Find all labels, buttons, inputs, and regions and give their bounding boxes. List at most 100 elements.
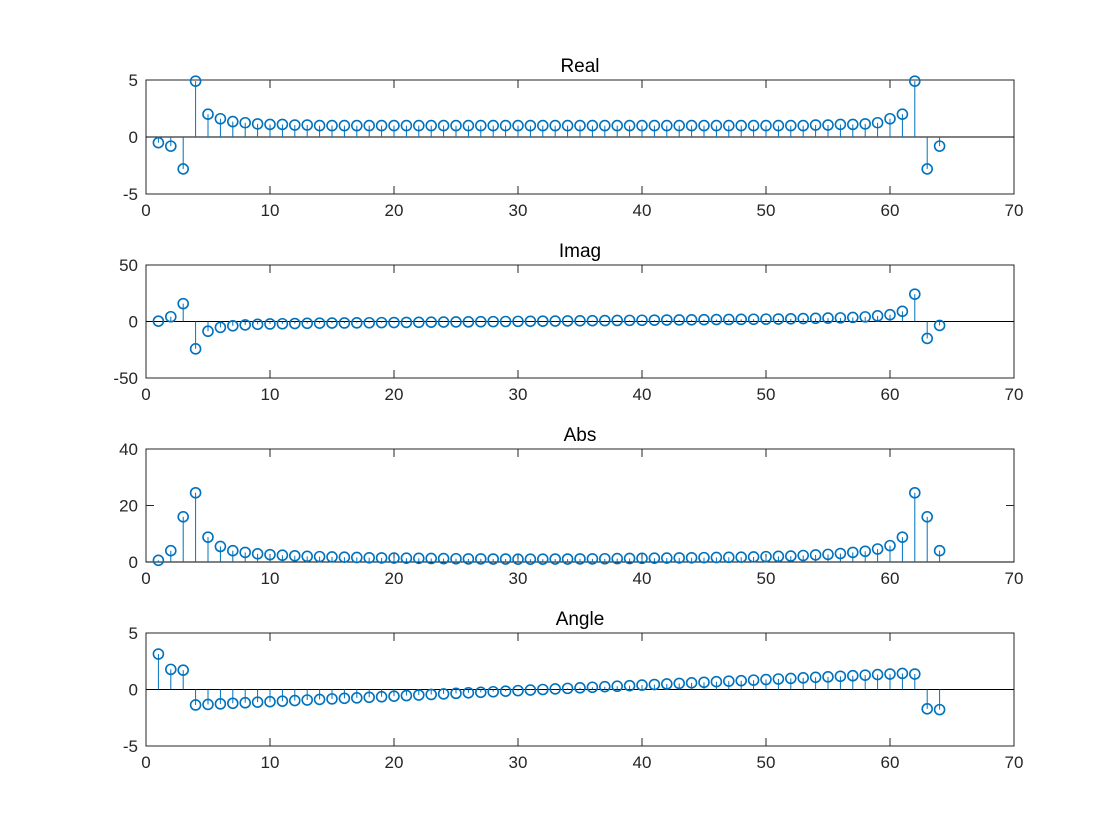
stem-marker xyxy=(251,696,264,708)
stem-marker xyxy=(871,116,884,129)
stem-marker xyxy=(499,315,512,328)
stem-marker xyxy=(388,316,400,329)
stem-marker xyxy=(227,115,239,128)
stem-marker xyxy=(313,317,326,329)
stem-marker xyxy=(722,551,735,564)
stem-marker xyxy=(536,315,549,327)
stem-marker xyxy=(648,119,661,132)
stem-marker xyxy=(896,531,909,543)
stem-marker xyxy=(412,552,425,565)
stem-marker xyxy=(425,316,438,328)
stem-marker xyxy=(363,691,376,704)
stem-marker xyxy=(363,316,376,329)
stem-marker xyxy=(561,119,574,132)
stem-marker xyxy=(784,119,797,132)
stem-marker xyxy=(189,486,202,499)
stem-marker xyxy=(177,664,189,676)
stem-marker xyxy=(574,119,586,132)
x-tick-label: 30 xyxy=(509,385,528,404)
stem-marker xyxy=(189,699,202,711)
stem-marker xyxy=(165,310,177,323)
stem-marker xyxy=(809,119,822,131)
stem-marker xyxy=(202,325,214,338)
stem-marker xyxy=(586,314,599,327)
stem-marker xyxy=(809,671,822,684)
stem-marker xyxy=(710,119,723,132)
stem-marker xyxy=(288,694,301,707)
stem-marker xyxy=(884,539,896,552)
subplot-title: Angle xyxy=(556,609,605,630)
stem-marker xyxy=(760,550,772,563)
stem-marker xyxy=(846,669,859,682)
stem-marker xyxy=(834,118,847,131)
stem-marker xyxy=(425,688,438,701)
stem-marker xyxy=(152,136,165,149)
stem-marker xyxy=(264,118,276,131)
stem-marker xyxy=(598,680,611,693)
stem-marker xyxy=(524,553,537,565)
stem-marker xyxy=(648,314,661,326)
stem-marker xyxy=(227,697,239,710)
stem-marker xyxy=(908,75,921,87)
x-tick-label: 0 xyxy=(141,753,150,772)
stem-marker xyxy=(933,140,946,152)
y-tick-label: 20 xyxy=(119,497,138,516)
x-tick-label: 70 xyxy=(1005,201,1024,220)
stem-marker xyxy=(400,689,413,702)
stem-marker xyxy=(747,119,760,132)
stem-marker xyxy=(350,551,363,564)
stem-marker xyxy=(623,119,636,132)
stem-marker xyxy=(301,317,314,330)
stem-marker xyxy=(276,317,289,330)
stem-marker xyxy=(450,119,462,132)
stem-marker xyxy=(214,698,227,710)
stem-marker xyxy=(536,119,549,132)
stem-marker xyxy=(598,119,611,132)
stem-marker xyxy=(722,313,735,326)
stem-marker xyxy=(214,321,227,334)
stem-marker xyxy=(462,119,475,132)
y-tick-label: 0 xyxy=(129,313,138,332)
x-tick-label: 0 xyxy=(141,569,150,588)
stem-marker xyxy=(549,119,562,132)
stem-marker xyxy=(239,116,251,129)
stem-marker xyxy=(165,140,177,152)
stem-marker xyxy=(474,686,487,699)
stem-marker xyxy=(288,549,301,562)
x-tick-label: 70 xyxy=(1005,753,1024,772)
stem-marker xyxy=(722,675,735,687)
y-tick-label: 5 xyxy=(129,71,138,90)
stem-marker xyxy=(350,317,363,329)
stem-marker xyxy=(375,690,388,703)
stem-marker xyxy=(251,118,264,130)
stem-marker xyxy=(859,311,872,323)
x-tick-label: 20 xyxy=(385,385,404,404)
x-tick-label: 40 xyxy=(633,569,652,588)
stem-marker xyxy=(462,553,475,565)
stem-marker xyxy=(859,545,872,558)
stem-marker xyxy=(239,546,251,559)
stem-marker xyxy=(165,663,177,676)
stem-marker xyxy=(822,119,834,131)
stem-marker xyxy=(288,119,301,131)
x-tick-label: 30 xyxy=(509,201,528,220)
stem-marker xyxy=(189,75,202,87)
stem-marker xyxy=(871,310,884,322)
stem-marker xyxy=(636,552,648,565)
stem-marker xyxy=(611,119,624,132)
stem-marker xyxy=(760,119,772,132)
stem-marker xyxy=(227,544,239,557)
stem-marker xyxy=(784,550,797,562)
stem-marker xyxy=(264,318,276,330)
stem-marker xyxy=(326,317,338,329)
stem-marker xyxy=(648,678,661,691)
stem-marker xyxy=(710,675,723,688)
stem-marker xyxy=(586,681,599,694)
stem-marker xyxy=(933,703,946,716)
stem-marker xyxy=(747,674,760,686)
stem-marker xyxy=(797,672,810,684)
stem-marker xyxy=(524,315,537,328)
subplot-title: Real xyxy=(560,56,599,77)
y-tick-label: 0 xyxy=(129,553,138,572)
stem-marker xyxy=(301,119,314,131)
